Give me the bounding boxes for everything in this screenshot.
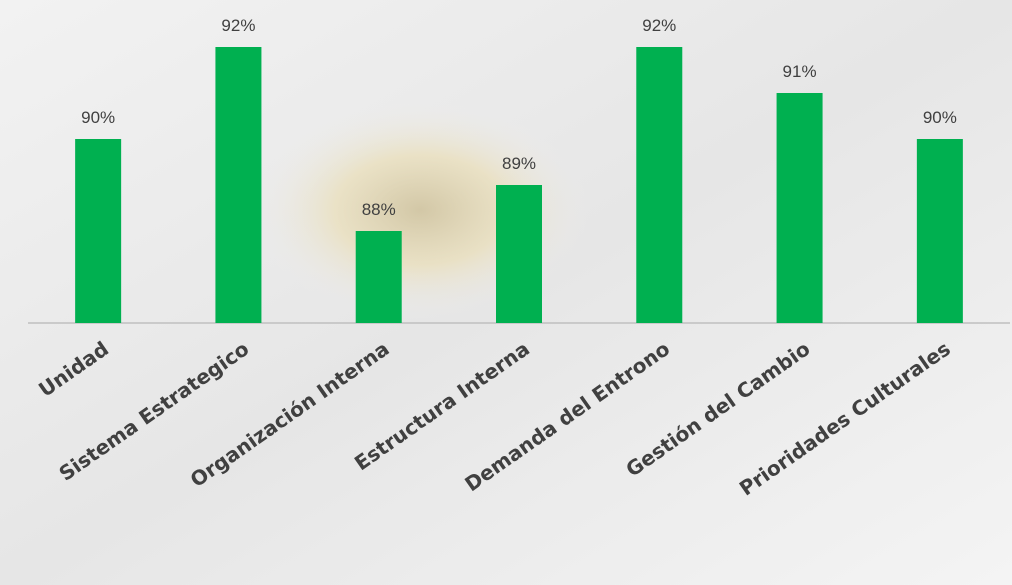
bar: [355, 231, 402, 323]
value-label: 92%: [221, 16, 255, 35]
value-label: 88%: [362, 200, 396, 219]
bar: [215, 47, 262, 323]
value-label: 89%: [502, 154, 536, 173]
bar: [916, 139, 963, 323]
value-label: 90%: [81, 108, 115, 127]
value-label: 91%: [783, 62, 817, 81]
value-label: 90%: [923, 108, 957, 127]
bar: [776, 93, 823, 323]
bar: [496, 185, 542, 323]
bar: [75, 139, 122, 323]
bar: [636, 47, 683, 323]
value-label: 92%: [642, 16, 676, 35]
